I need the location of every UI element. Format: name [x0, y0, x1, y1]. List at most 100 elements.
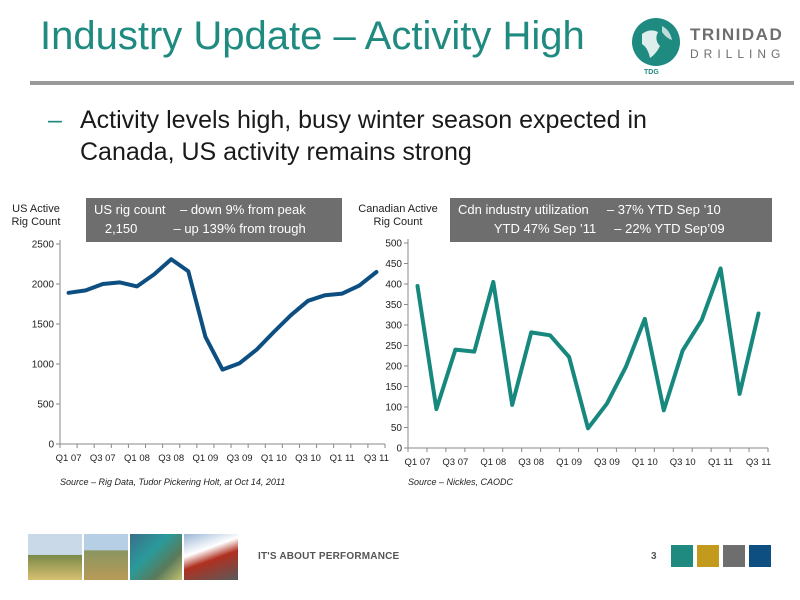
page-title: Industry Update – Activity High — [40, 14, 585, 58]
cdn-callout-line-2: YTD 47% Sep ’11 – 22% YTD Sep’09 — [458, 221, 725, 236]
cdn-chart-data-point — [415, 284, 419, 288]
us-chart-x-tick-label: Q3 11 — [364, 453, 389, 464]
svg-text:TDG: TDG — [644, 69, 659, 76]
cdn-chart-y-tick-label: 300 — [385, 321, 402, 332]
cdn-chart-x-tick-label: Q3 09 — [594, 457, 620, 468]
cdn-chart-data-point — [643, 317, 647, 321]
cdn-chart-y-tick-label: 100 — [385, 403, 402, 414]
footer-square-gray — [723, 545, 745, 567]
us-chart-data-point — [186, 269, 190, 273]
cdn-chart-data-point — [586, 426, 590, 430]
us-chart-data-point — [374, 270, 378, 274]
footer-square-gold — [697, 545, 719, 567]
cdn-chart-data-point — [605, 402, 609, 406]
cdn-chart-callout: Cdn industry utilization – 37% YTD Sep ’… — [450, 198, 772, 242]
cdn-chart-data-point — [491, 280, 495, 284]
cdn-chart-data-point — [681, 348, 685, 352]
us-chart-data-point — [101, 282, 105, 286]
us-chart-x-tick-label: Q1 10 — [261, 453, 287, 464]
us-chart-y-tick-label: 1000 — [32, 360, 55, 371]
rig-photo-1 — [28, 534, 82, 580]
us-callout-line-2: 2,150 – up 139% from trough — [94, 221, 306, 236]
us-chart-x-tick-label: Q3 10 — [295, 453, 321, 464]
us-chart-data-point — [323, 293, 327, 297]
cdn-chart-x-tick-label: Q1 07 — [405, 457, 431, 468]
rig-photo-2 — [84, 534, 128, 580]
us-chart-data-point — [238, 361, 242, 365]
cdn-chart-series-line — [415, 266, 761, 431]
cdn-chart-y-tick-label: 0 — [396, 444, 402, 455]
cdn-chart-x-tick-label: Q1 09 — [556, 457, 582, 468]
cdn-chart-y-tick-label: 400 — [385, 280, 402, 291]
us-chart-data-point — [306, 299, 310, 303]
cdn-chart-data-point — [510, 403, 514, 407]
us-chart-data-point — [84, 288, 88, 292]
cdn-chart-x-tick-label: Q3 11 — [746, 457, 771, 468]
trinidad-drilling-logo: TRINIDAD DRILLING TDG — [628, 14, 788, 76]
cdn-chart-data-point — [757, 312, 761, 316]
us-chart-x-tick-label: Q3 08 — [158, 453, 184, 464]
cdn-chart-x-tick-label: Q3 10 — [670, 457, 696, 468]
rig-photo-3 — [130, 534, 182, 580]
cdn-chart-y-tick-label: 200 — [385, 362, 402, 373]
us-chart-x-tick-label: Q3 07 — [90, 453, 116, 464]
cdn-chart-data-point — [700, 318, 704, 322]
us-callout-line-1: US rig count – down 9% from peak — [94, 202, 306, 217]
us-chart-source: Source – Rig Data, Tudor Pickering Holt,… — [60, 477, 286, 487]
us-chart-data-point — [340, 292, 344, 296]
us-chart-data-point — [135, 284, 139, 288]
cdn-chart-x-tick-label: Q1 10 — [632, 457, 658, 468]
us-chart-data-point — [169, 257, 173, 261]
cdn-chart-data-point — [662, 408, 666, 412]
us-chart-x-tick-label: Q1 11 — [330, 453, 355, 464]
us-chart-data-point — [67, 291, 71, 295]
us-chart-callout: US rig count – down 9% from peak 2,150 –… — [86, 198, 342, 242]
title-divider — [30, 81, 794, 85]
footer-tagline: IT'S ABOUT PERFORMANCE — [258, 551, 400, 562]
cdn-chart-data-point — [472, 350, 476, 354]
us-chart-y-tick-label: 2000 — [32, 280, 55, 291]
us-chart-data-point — [152, 272, 156, 276]
svg-text:DRILLING: DRILLING — [690, 47, 785, 61]
cdn-chart-data-point — [624, 365, 628, 369]
bullet-dash: – — [48, 106, 62, 134]
cdn-chart-x-tick-label: Q1 11 — [708, 457, 733, 468]
cdn-chart-source: Source – Nickles, CAODC — [408, 477, 514, 487]
svg-text:TRINIDAD: TRINIDAD — [690, 25, 783, 44]
cdn-callout-line-1: Cdn industry utilization – 37% YTD Sep ’… — [458, 202, 721, 217]
us-chart-x-tick-label: Q1 07 — [56, 453, 82, 464]
us-chart-x-tick-label: Q3 09 — [227, 453, 253, 464]
cdn-chart-data-point — [719, 266, 723, 270]
us-chart-data-point — [221, 368, 224, 372]
logo-globe-icon: TRINIDAD DRILLING TDG — [632, 18, 785, 76]
cdn-chart-y-tick-label: 150 — [385, 382, 402, 393]
cdn-chart-data-point — [738, 392, 742, 396]
us-chart-y-tick-label: 0 — [48, 440, 54, 451]
cdn-chart-x-tick-label: Q3 08 — [518, 457, 544, 468]
cdn-chart-x-tick-label: Q3 07 — [442, 457, 468, 468]
us-chart-y-tick-label: 500 — [37, 400, 54, 411]
us-chart-data-point — [118, 280, 122, 284]
cdn-chart-y-tick-label: 450 — [385, 259, 402, 270]
cdn-chart-data-point — [453, 348, 457, 352]
cdn-chart-y-tick-label: 350 — [385, 300, 402, 311]
footer-square-teal — [671, 545, 693, 567]
cdn-chart-y-tick-label: 250 — [385, 341, 402, 352]
cdn-chart-data-point — [548, 333, 552, 337]
us-chart-axis-title: US Active Rig Count — [11, 203, 61, 228]
cdn-chart-data-point — [434, 407, 438, 411]
cdn-chart-data-point — [567, 355, 571, 359]
rig-photo-4 — [184, 534, 238, 580]
cdn-chart-axis-title: Canadian Active Rig Count — [358, 203, 438, 228]
us-chart-x-tick-label: Q1 09 — [192, 453, 218, 464]
bullet-text: Activity levels high, busy winter season… — [80, 106, 647, 166]
us-chart-y-tick-label: 2500 — [32, 240, 55, 251]
us-chart-data-point — [203, 335, 207, 339]
us-chart-data-point — [289, 313, 293, 317]
us-chart-data-point — [272, 330, 276, 334]
cdn-chart-y-tick-label: 50 — [391, 423, 403, 434]
us-chart-y-tick-label: 1500 — [32, 320, 55, 331]
page-number: 3 — [651, 551, 657, 562]
